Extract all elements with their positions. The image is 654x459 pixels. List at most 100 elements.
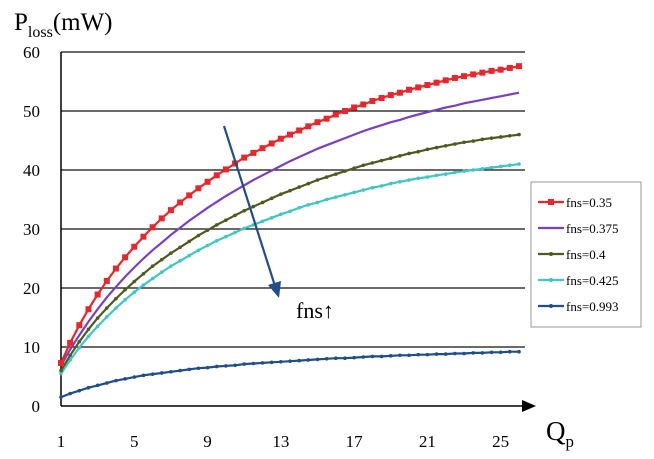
data-point	[131, 243, 138, 250]
data-point	[186, 192, 193, 199]
y-tick-label: 0	[32, 397, 41, 416]
x-tick-labels: 1 5 9 13 17 21 25	[57, 432, 509, 451]
data-point	[196, 233, 201, 238]
data-point	[205, 228, 210, 232]
data-point	[461, 73, 468, 80]
data-point	[178, 245, 182, 250]
data-point	[443, 352, 448, 356]
data-point	[488, 67, 495, 74]
data-point	[433, 79, 440, 86]
data-point	[343, 169, 347, 173]
data-point	[398, 154, 402, 158]
data-point	[205, 365, 210, 370]
data-point	[279, 192, 283, 196]
data-point	[279, 212, 283, 217]
series-layer	[58, 63, 522, 399]
data-point	[343, 192, 347, 197]
y-tick-label: 40	[23, 161, 40, 180]
data-point	[416, 149, 421, 154]
x-axis-title-sub: p	[566, 432, 575, 451]
data-point	[242, 208, 246, 213]
legend-item: fns=0.425	[538, 273, 618, 288]
x-tick-label: 17	[346, 432, 364, 451]
data-point	[297, 358, 301, 363]
data-point	[388, 354, 393, 358]
x-tick-label: 1	[57, 432, 66, 451]
data-point	[489, 350, 494, 355]
data-point	[103, 277, 110, 284]
data-point	[462, 351, 466, 356]
data-point	[77, 339, 82, 344]
series-fns=0.35	[58, 63, 522, 366]
data-point	[94, 291, 101, 298]
data-point	[361, 355, 366, 359]
data-point	[251, 361, 256, 366]
data-point	[324, 197, 329, 202]
data-point	[315, 178, 320, 182]
data-point	[159, 371, 164, 375]
data-point	[112, 265, 119, 272]
x-axis-title-main: Q	[546, 416, 566, 446]
data-point	[498, 164, 503, 169]
data-point	[508, 163, 512, 168]
data-point	[471, 351, 476, 355]
legend-marker	[549, 278, 553, 282]
data-point	[241, 154, 248, 161]
data-point	[114, 296, 118, 301]
y-tick-label: 60	[23, 43, 40, 62]
data-point	[480, 351, 485, 355]
data-point	[453, 170, 457, 175]
data-point	[334, 356, 338, 361]
data-point	[224, 364, 228, 368]
data-point	[268, 140, 275, 147]
data-point	[68, 358, 72, 362]
data-point	[434, 352, 439, 356]
data-point	[306, 358, 311, 362]
data-point	[388, 181, 393, 186]
data-point	[297, 185, 301, 189]
gridlines	[61, 51, 525, 348]
data-point	[141, 272, 146, 276]
data-point	[178, 259, 182, 263]
data-point	[425, 175, 430, 179]
data-point	[370, 354, 375, 359]
data-point	[370, 161, 375, 165]
legend-marker	[549, 252, 553, 256]
x-axis-title: Qp	[546, 416, 574, 451]
series-line	[60, 91, 520, 367]
data-point	[470, 71, 477, 78]
data-point	[508, 133, 512, 138]
data-point	[122, 254, 129, 261]
data-point	[453, 142, 457, 146]
data-point	[297, 205, 301, 210]
trend-arrow	[222, 125, 281, 298]
x-tick-label: 25	[492, 432, 509, 451]
legend-marker	[549, 304, 553, 308]
data-point	[396, 89, 403, 96]
data-point	[68, 353, 72, 358]
data-point	[214, 223, 219, 227]
data-point	[489, 136, 494, 140]
data-point	[498, 350, 503, 355]
series-fns=0.375	[60, 91, 520, 367]
data-point	[95, 324, 100, 329]
data-point	[213, 172, 220, 179]
series-fns=0.993	[59, 349, 521, 399]
x-tick-label: 5	[130, 432, 139, 451]
data-point	[324, 357, 329, 361]
y-axis-title: Ploss(mW)	[14, 9, 113, 41]
data-point	[205, 243, 210, 248]
data-point	[451, 74, 458, 81]
data-point	[195, 185, 202, 192]
series-line	[60, 163, 520, 375]
data-point	[86, 327, 91, 332]
data-point	[214, 239, 219, 243]
data-point	[187, 253, 192, 258]
data-point	[132, 290, 137, 294]
y-axis-title-sub: loss	[28, 24, 53, 41]
legend-item: fns=0.993	[538, 299, 618, 314]
data-point	[86, 385, 91, 390]
y-axis-title-main: P	[14, 9, 28, 36]
data-point	[141, 283, 146, 287]
data-point	[277, 135, 284, 142]
